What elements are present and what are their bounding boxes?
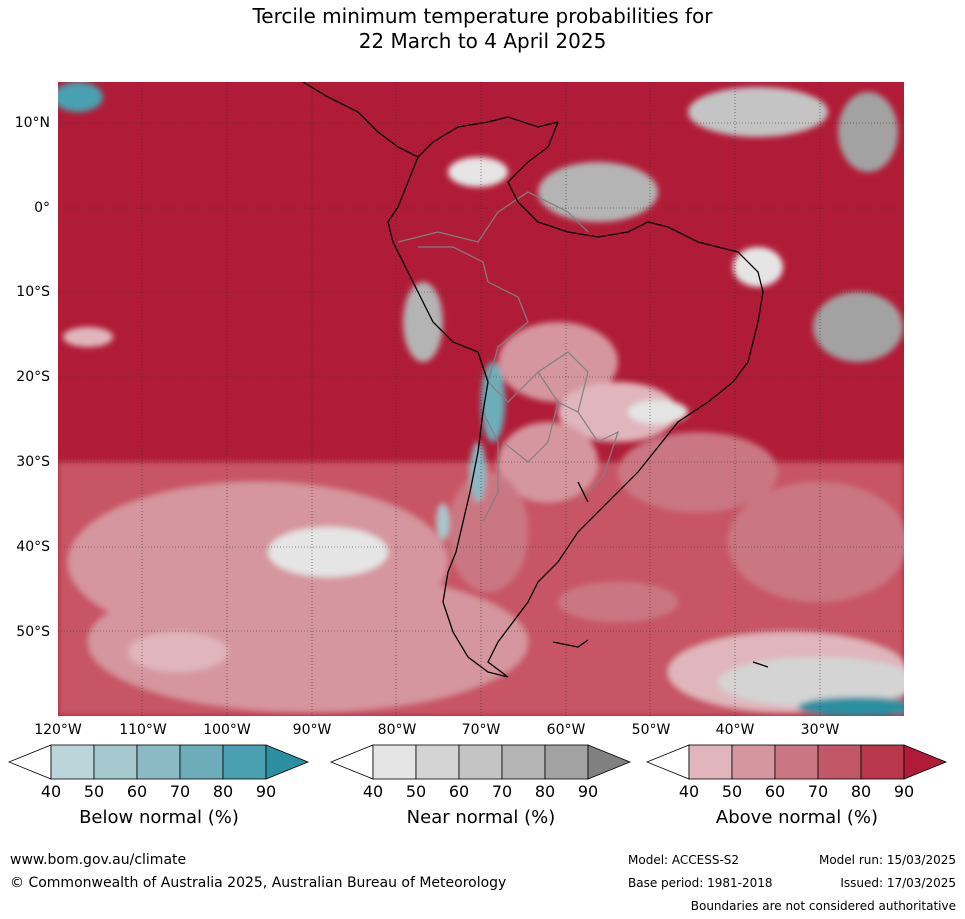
lat-label-10s: 10°S <box>16 284 50 300</box>
copyright-text: © Commonwealth of Australia 2025, Austra… <box>10 875 507 891</box>
colorbar-segment <box>458 744 503 780</box>
base-period-text: Base period: 1981-2018 <box>628 876 773 890</box>
lon-label-40w: 40°W <box>715 722 755 738</box>
colorbar-tick-label: 70 <box>491 782 513 801</box>
colorbar-tick-label: 90 <box>577 782 599 801</box>
colorbar-tick-label: 60 <box>764 782 786 801</box>
colorbar-segment <box>330 744 374 780</box>
gridlines <box>58 82 904 716</box>
colorbar-near-ticks: 40 50 60 70 80 90 <box>330 782 632 802</box>
disclaimer-text: Boundaries are not considered authoritat… <box>690 899 956 913</box>
colorbar-segment <box>817 744 862 780</box>
colorbar-segment <box>903 744 948 780</box>
lon-label-50w: 50°W <box>631 722 671 738</box>
website-text: www.bom.gov.au/climate <box>10 852 187 868</box>
lon-label-70w: 70°W <box>461 722 501 738</box>
lon-label-90w: 90°W <box>292 722 332 738</box>
lat-label-40s: 40°S <box>16 539 50 555</box>
colorbar-tick-label: 40 <box>40 782 62 801</box>
colorbar-tick-label: 50 <box>721 782 743 801</box>
colorbar-segment <box>179 744 224 780</box>
colorbar-tick-label: 90 <box>893 782 915 801</box>
title-line-2: 22 March to 4 April 2025 <box>358 29 607 53</box>
colorbar-segment <box>544 744 589 780</box>
lat-label-20s: 20°S <box>16 369 50 385</box>
lat-label-50s: 50°S <box>16 624 50 640</box>
lon-label-100w: 100°W <box>203 722 251 738</box>
model-text: Model: ACCESS-S2 <box>628 853 740 867</box>
colorbar-above-ticks: 40 50 60 70 80 90 <box>646 782 948 802</box>
colorbar-tick-label: 80 <box>534 782 556 801</box>
colorbar-segment <box>860 744 905 780</box>
model-run-text: Model run: 15/03/2025 <box>818 853 956 867</box>
colorbar-tick-label: 60 <box>126 782 148 801</box>
lon-label-110w: 110°W <box>119 722 167 738</box>
colorbar-segment <box>774 744 819 780</box>
colorbar-tick-label: 80 <box>850 782 872 801</box>
colorbar-tick-label: 90 <box>255 782 277 801</box>
coastline <box>302 82 769 678</box>
colorbar-near-title: Near normal (%) <box>406 807 556 828</box>
colorbar-tick-label: 60 <box>448 782 470 801</box>
lon-label-30w: 30°W <box>800 722 840 738</box>
colorbar-segment <box>265 744 310 780</box>
colorbar-segment <box>415 744 460 780</box>
colorbar-tick-label: 70 <box>807 782 829 801</box>
colorbar-segment <box>93 744 138 780</box>
colorbar-near-normal <box>330 744 632 780</box>
colorbar-tick-label: 80 <box>212 782 234 801</box>
colorbar-segment <box>731 744 776 780</box>
colorbar-below-normal <box>8 744 310 780</box>
colorbar-segment <box>8 744 52 780</box>
country-borders <box>397 191 620 523</box>
colorbar-tick-label: 40 <box>678 782 700 801</box>
colorbar-segment <box>222 744 267 780</box>
lat-label-30s: 30°S <box>16 454 50 470</box>
colorbar-segment <box>646 744 690 780</box>
issued-text: Issued: 17/03/2025 <box>840 876 956 890</box>
lat-label-10n: 10°N <box>14 115 50 131</box>
title-line-1: Tercile minimum temperature probabilitie… <box>252 4 713 28</box>
lon-label-60w: 60°W <box>546 722 586 738</box>
colorbar-segment <box>688 744 733 780</box>
lon-label-120w: 120°W <box>34 722 82 738</box>
probability-map <box>58 82 904 716</box>
colorbar-tick-label: 50 <box>405 782 427 801</box>
colorbar-below-title: Below normal (%) <box>79 807 239 828</box>
map-title: Tercile minimum temperature probabilitie… <box>0 4 965 54</box>
colorbar-segment <box>372 744 417 780</box>
colorbar-tick-label: 50 <box>83 782 105 801</box>
colorbar-above-normal <box>646 744 948 780</box>
colorbar-segment <box>587 744 632 780</box>
colorbar-segment <box>136 744 181 780</box>
lon-label-80w: 80°W <box>377 722 417 738</box>
colorbar-below-ticks: 40 50 60 70 80 90 <box>8 782 310 802</box>
colorbar-segment <box>501 744 546 780</box>
lat-label-0: 0° <box>34 200 50 216</box>
colorbar-above-title: Above normal (%) <box>715 807 879 828</box>
colorbar-tick-label: 40 <box>362 782 384 801</box>
colorbar-segment <box>50 744 95 780</box>
colorbar-tick-label: 70 <box>169 782 191 801</box>
